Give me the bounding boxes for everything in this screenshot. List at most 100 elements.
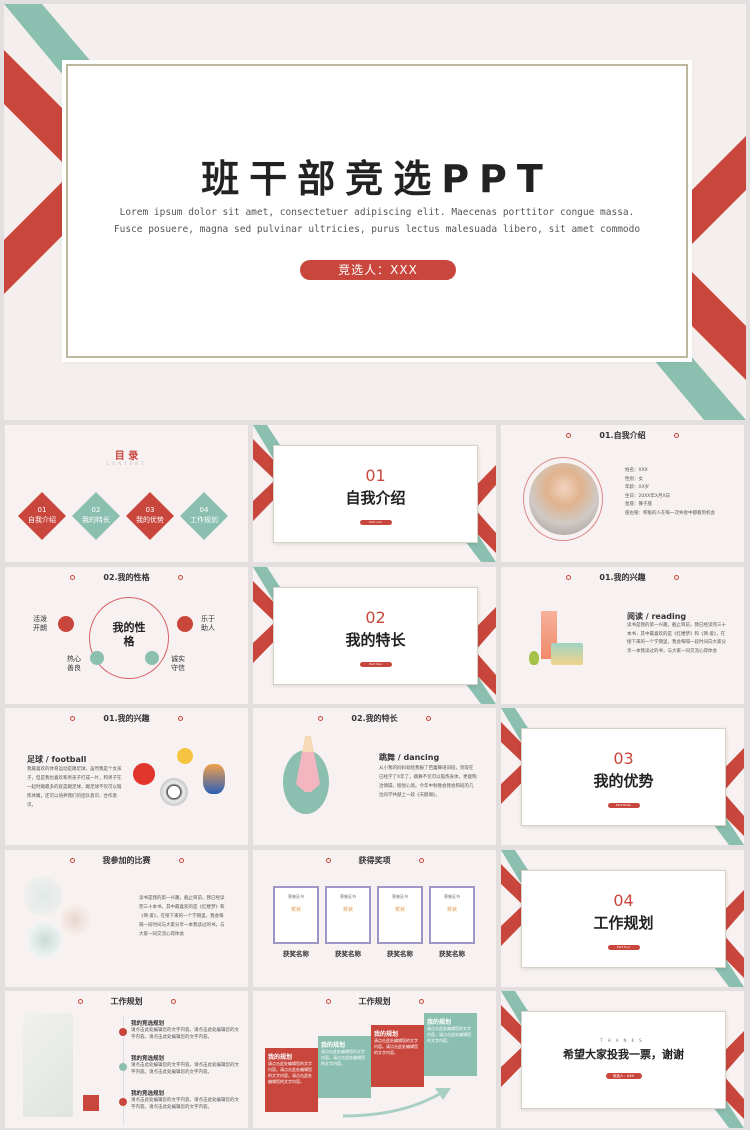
subtitle-line-2: Fusce posuere, magna sed pulvinar ultric…: [113, 224, 641, 235]
plan-step-4: 我的规划 请点击此处编辑您的文字内容。请点击此处编辑您的文字内容。: [424, 1013, 477, 1076]
section-number: 04: [613, 891, 634, 910]
profile-fields: 姓名：XXX 性别：女 年龄：XX岁 生日：20XX年X月X日 星座：狮子座 座右铭：积极…: [625, 468, 715, 516]
trait-1: 活泼开朗: [33, 615, 47, 632]
books-icon: [551, 643, 583, 665]
slide-header: 01.自我介绍: [501, 430, 744, 441]
lily-photo: [23, 1013, 73, 1117]
section-card: 01 自我介绍 Part one: [273, 445, 478, 543]
slide-header: 工作规划: [5, 996, 248, 1007]
red-square: [83, 1095, 99, 1111]
toc-item-4: 04 工作规划: [190, 506, 218, 524]
growth-arrow-icon: [343, 1088, 451, 1118]
photo-ring: [523, 457, 603, 541]
clock-icon: [90, 651, 104, 665]
section-card: 04 工作规划 Part four: [521, 870, 726, 968]
center-label: 我的性格: [112, 621, 146, 648]
basket-icon: [58, 616, 74, 632]
plan-step-3: 我的规划 请点击此处编辑您的文字内容。请点击此处编辑您的文字内容。: [371, 1025, 424, 1087]
certificate-3: 荣誉证书 奖状: [377, 886, 423, 944]
award-name-4: 获奖名称: [439, 950, 465, 958]
timeline-dot-1: [119, 1028, 127, 1036]
slide-header: 获得奖项: [253, 855, 496, 866]
section-title: 自我介绍: [345, 489, 406, 507]
award-name-1: 获奖名称: [283, 950, 309, 958]
cover-card: 班干部竞选PPT Lorem ipsum dolor sit amet, con…: [66, 64, 688, 358]
plan-steps-slide[interactable]: 工作规划 我的规划 请点击此处编辑您的文字内容。请点击此处编辑您的文字内容。请点击…: [253, 991, 496, 1128]
section-number: 03: [613, 749, 634, 768]
toc-subtitle: CONTENT: [106, 461, 147, 466]
section-slide-03[interactable]: 03 我的优势 Part three: [501, 708, 744, 845]
slide-header: 02.我的特长: [253, 713, 496, 724]
toc-title: 目 录: [114, 451, 139, 462]
flower-painting-3: [27, 922, 63, 958]
competition-slide[interactable]: 我参加的比赛 读书是我的第一兴趣，截止目前，我已经读完三十本书，其中最喜欢的是《…: [5, 850, 248, 987]
section-tag: Part three: [607, 803, 640, 808]
certificate-4: 荣誉证书 奖状: [429, 886, 475, 944]
plan-item-3: 我的竞选规划 请点击此处编辑您的文字内容。请点击此处编辑您的文字内容。请点击此处编…: [131, 1091, 239, 1110]
section-tag: Part one: [359, 520, 392, 525]
certificate-1: 荣誉证书 奖状: [273, 886, 319, 944]
slide-header: 01.我的兴趣: [5, 713, 248, 724]
timeline-dot-2: [119, 1063, 127, 1071]
candidate-pill: 竞选人：XXX: [300, 260, 456, 280]
cover-title: 班干部竞选PPT: [201, 157, 553, 201]
thanks-slide[interactable]: THANKS 希望大家投我一票，谢谢 竞选人：XXX: [501, 991, 744, 1128]
toc-item-1: 01 自我介绍: [28, 506, 56, 524]
bag-icon: [177, 616, 193, 632]
plan-item-2: 我的竞选规划 请点击此处编辑您的文字内容。请点击此处编辑您的文字内容。请点击此处编…: [131, 1056, 239, 1075]
section-slide-04[interactable]: 04 工作规划 Part four: [501, 850, 744, 987]
tree-icon: [529, 651, 539, 665]
section-card: 02 我的特长 Part two: [273, 587, 478, 685]
soccer-ball-icon: [160, 778, 188, 806]
trait-3: 热心善良: [67, 655, 81, 672]
timeline-dot-3: [119, 1098, 127, 1106]
section-title: 工作规划: [593, 914, 654, 932]
slide-header: 工作规划: [253, 996, 496, 1007]
toc-item-3: 03 我的优势: [136, 506, 164, 524]
section-number: 01: [365, 466, 386, 485]
plan-list-slide[interactable]: 工作规划 我的竞选规划 请点击此处编辑您的文字内容。请点击此处编辑您的文字内容。请…: [5, 991, 248, 1128]
kid-blue-illustration: [203, 764, 225, 794]
section-slide-01[interactable]: 01 自我介绍 Part one: [253, 425, 496, 562]
kid-yellow-illustration: [177, 748, 193, 764]
competition-text: 读书是我的第一兴趣，截止目前，我已经读完三十本书，其中最喜欢的是《红楼梦》和《简…: [139, 896, 225, 937]
football-slide[interactable]: 01.我的兴趣 足球 / football 我最喜欢的体育运动是踢足球，虽然我是…: [5, 708, 248, 845]
section-tag: Part four: [607, 945, 640, 950]
section-slide-02[interactable]: 02 我的特长 Part two: [253, 567, 496, 704]
football-title: 足球 / football: [27, 755, 87, 764]
trait-4: 诚实守信: [171, 655, 185, 672]
thanks-card: THANKS 希望大家投我一票，谢谢 竞选人：XXX: [521, 1011, 726, 1109]
plan-item-1: 我的竞选规划 请点击此处编辑您的文字内容。请点击此处编辑您的文字内容。请点击此处编…: [131, 1021, 239, 1040]
section-tag: Part two: [359, 662, 392, 667]
cover-slide[interactable]: 班干部竞选PPT Lorem ipsum dolor sit amet, con…: [4, 4, 746, 420]
toc-item-2: 02 我的特长: [82, 506, 110, 524]
section-number: 02: [365, 608, 386, 627]
section-card: 03 我的优势 Part three: [521, 728, 726, 826]
award-name-3: 获奖名称: [387, 950, 413, 958]
reading-slide[interactable]: 01.我的兴趣 阅读 / reading 读书是我的第一兴趣，截止目前，我已经读…: [501, 567, 744, 704]
center-circle: [89, 597, 169, 679]
toc-slide[interactable]: 目 录 CONTENT 01 自我介绍 02 我的特长 03 我的优势 04 工作规划: [5, 425, 248, 562]
subtitle-line-1: Lorem ipsum dolor sit amet, consectetuer…: [119, 207, 635, 218]
plan-step-2: 我的规划 请点击此处编辑您的文字内容。请点击此处编辑您的文字内容。: [318, 1036, 371, 1098]
calendar-icon: [145, 651, 159, 665]
trait-2: 乐于助人: [201, 615, 215, 632]
kid-red-illustration: [133, 763, 155, 785]
dancing-title: 跳舞 / dancing: [379, 753, 440, 762]
award-name-2: 获奖名称: [335, 950, 361, 958]
dancing-text: 从小我的妈妈就给我报了芭蕾舞培训班，到现在已经学了X年了，跳舞不仅可以锻炼身体，…: [379, 766, 477, 798]
slide-header: 我参加的比赛: [5, 855, 248, 866]
dancing-slide[interactable]: 02.我的特长 跳舞 / dancing 从小我的妈妈就给我报了芭蕾舞培训班，到…: [253, 708, 496, 845]
profile-slide[interactable]: 01.自我介绍 姓名：XXX 性别：女 年龄：XX岁 生日：20XX年X月X日 星座：狮…: [501, 425, 744, 562]
reading-text: 读书是我的第一兴趣，截止目前，我已经读完三十本书，其中最喜欢的是《红楼梦》和《简…: [627, 623, 726, 654]
reading-title: 阅读 / reading: [627, 612, 687, 621]
football-text: 我最喜欢的体育运动是踢足球，虽然我是个女孩子，但是我也喜欢和男孩子打成一片，和男…: [27, 767, 122, 808]
thanks-small: THANKS: [600, 1038, 647, 1043]
thanks-candidate: 竞选人：XXX: [605, 1073, 642, 1079]
section-title: 我的优势: [593, 772, 654, 790]
profile-photo: [529, 463, 599, 535]
awards-slide[interactable]: 获得奖项 荣誉证书 奖状 荣誉证书 奖状 荣誉证书 奖状 荣誉证书 奖状 获奖名称 获奖…: [253, 850, 496, 987]
slide-header: 02.我的性格: [5, 572, 248, 583]
flower-painting-2: [57, 902, 93, 938]
personality-slide[interactable]: 02.我的性格 我的性格 活泼开朗 乐于助人 热心善良 诚实守信: [5, 567, 248, 704]
